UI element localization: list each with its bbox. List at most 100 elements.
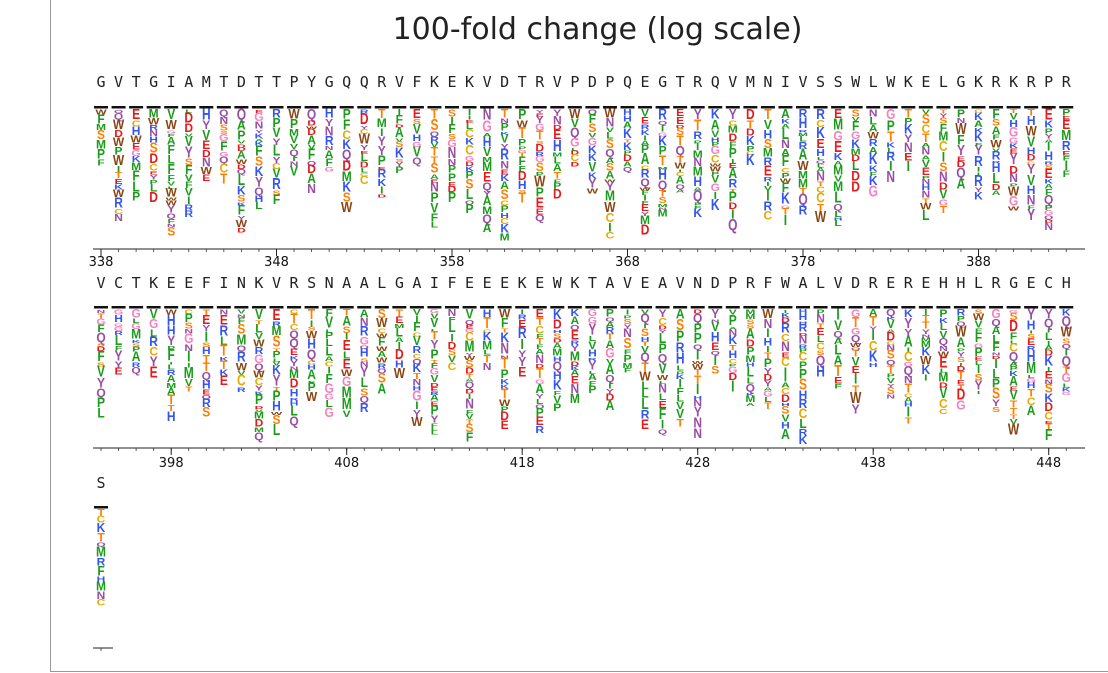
mutation-letter: K xyxy=(974,127,984,135)
mutation-letter: G xyxy=(904,361,913,368)
mutation-letter: H xyxy=(623,109,632,118)
mutation-letter: A xyxy=(728,165,737,182)
mutation-letter: N xyxy=(553,113,562,127)
mutation-letter: S xyxy=(1027,333,1036,341)
mutation-letter: M xyxy=(254,427,264,434)
mutation-letter: Y xyxy=(290,359,298,368)
mutation-letter: N xyxy=(693,414,702,431)
mutation-letter: A xyxy=(167,387,176,397)
mutation-letter: T xyxy=(466,373,474,379)
mutation-letter: Y xyxy=(729,106,737,122)
mutation-letter: L xyxy=(992,366,999,382)
mutation-letter: M xyxy=(745,313,755,321)
mutation-letter: F xyxy=(466,409,474,415)
tick-label-388: 388 xyxy=(966,255,991,270)
mutation-letter: Y xyxy=(273,137,281,147)
mutation-letter: R xyxy=(167,369,176,377)
mutation-letter: K xyxy=(553,376,562,393)
reference-bar xyxy=(585,106,600,109)
mutation-letter: K xyxy=(658,133,667,149)
mutation-letter: G xyxy=(149,317,158,331)
mutation-letter: P xyxy=(272,350,280,360)
mutation-letter: D xyxy=(728,201,737,211)
mutation-letter: T xyxy=(694,117,702,134)
mutation-letter: Q xyxy=(202,370,211,383)
mutation-letter: I xyxy=(380,185,383,196)
mutation-letter: P xyxy=(588,385,596,396)
mutation-letter: C xyxy=(483,329,492,334)
mutation-letter: E xyxy=(817,327,825,338)
mutation-letter: T xyxy=(290,310,298,326)
mutation-letter: V xyxy=(448,354,457,364)
mutation-letter: C xyxy=(676,172,685,178)
reference-bar xyxy=(409,306,424,309)
mutation-letter: S xyxy=(220,130,228,135)
mutation-letter: M xyxy=(623,362,633,370)
mutation-letter: I xyxy=(907,404,910,420)
wildtype-residue-369: E xyxy=(641,73,650,91)
mutation-letter: L xyxy=(676,364,683,372)
mutation-letter: E xyxy=(536,415,544,428)
mutation-letter: S xyxy=(466,359,474,370)
mutation-letter: V xyxy=(1027,172,1035,189)
mutation-letter: I xyxy=(872,327,875,343)
wildtype-residue-373: Q xyxy=(711,73,720,91)
mutation-letter: T xyxy=(519,123,527,141)
mutation-letter: F xyxy=(308,380,316,384)
reference-bar xyxy=(602,306,617,309)
mutation-letter: A xyxy=(746,402,755,407)
mutation-letter: H xyxy=(413,133,422,144)
mutation-letter: T xyxy=(1010,408,1018,417)
mutation-letter: C xyxy=(974,109,983,114)
wildtype-residue-416: E xyxy=(483,274,492,292)
mutation-letter: P xyxy=(781,172,789,180)
mutation-letter: F xyxy=(185,180,193,190)
mutation-letter: D xyxy=(465,368,474,377)
mutation-letter: N xyxy=(483,362,492,373)
mutation-letter: L xyxy=(361,374,368,390)
mutation-letter: R xyxy=(641,167,650,181)
mutation-letter: Y xyxy=(588,358,596,372)
mutation-letter: R xyxy=(974,171,983,189)
mutation-letter: L xyxy=(431,221,439,230)
mutation-letter: H xyxy=(816,148,825,159)
mutation-letter: C xyxy=(922,122,931,136)
mutation-letter: V xyxy=(1010,112,1019,123)
mutation-letter: L xyxy=(466,122,474,131)
mutation-letter: I xyxy=(1065,347,1068,358)
mutation-letter: Q xyxy=(360,345,369,350)
mutation-letter: I xyxy=(836,306,839,323)
mutation-letter: Q xyxy=(886,308,896,319)
plot-frame xyxy=(50,0,1108,672)
wildtype-residue-363: R xyxy=(535,73,545,91)
mutation-letter: I xyxy=(187,347,190,365)
mutation-letter: V xyxy=(588,158,596,174)
mutation-letter: R xyxy=(114,330,123,336)
wildtype-residue-431: R xyxy=(746,274,756,292)
mutation-letter: W xyxy=(236,362,247,373)
mutation-letter: Q xyxy=(1044,215,1053,221)
mutation-letter: Y xyxy=(518,355,527,369)
mutation-letter: P xyxy=(957,315,966,323)
mutation-letter: A xyxy=(237,118,246,133)
reference-bar xyxy=(322,306,337,309)
mutation-letter: G xyxy=(1044,210,1054,218)
mutation-letter: T xyxy=(466,419,473,426)
mutation-letter: N xyxy=(957,117,966,125)
reference-bar xyxy=(760,106,775,109)
mutation-letter: G xyxy=(711,181,720,194)
mutation-letter: W xyxy=(499,398,511,408)
mutation-letter: S xyxy=(518,189,526,194)
mutation-letter: L xyxy=(483,350,491,357)
mutation-letter: R xyxy=(272,106,281,120)
wildtype-residue-370: G xyxy=(658,73,667,91)
mutation-letter: F xyxy=(589,112,597,126)
mutation-letter: S xyxy=(360,387,369,398)
